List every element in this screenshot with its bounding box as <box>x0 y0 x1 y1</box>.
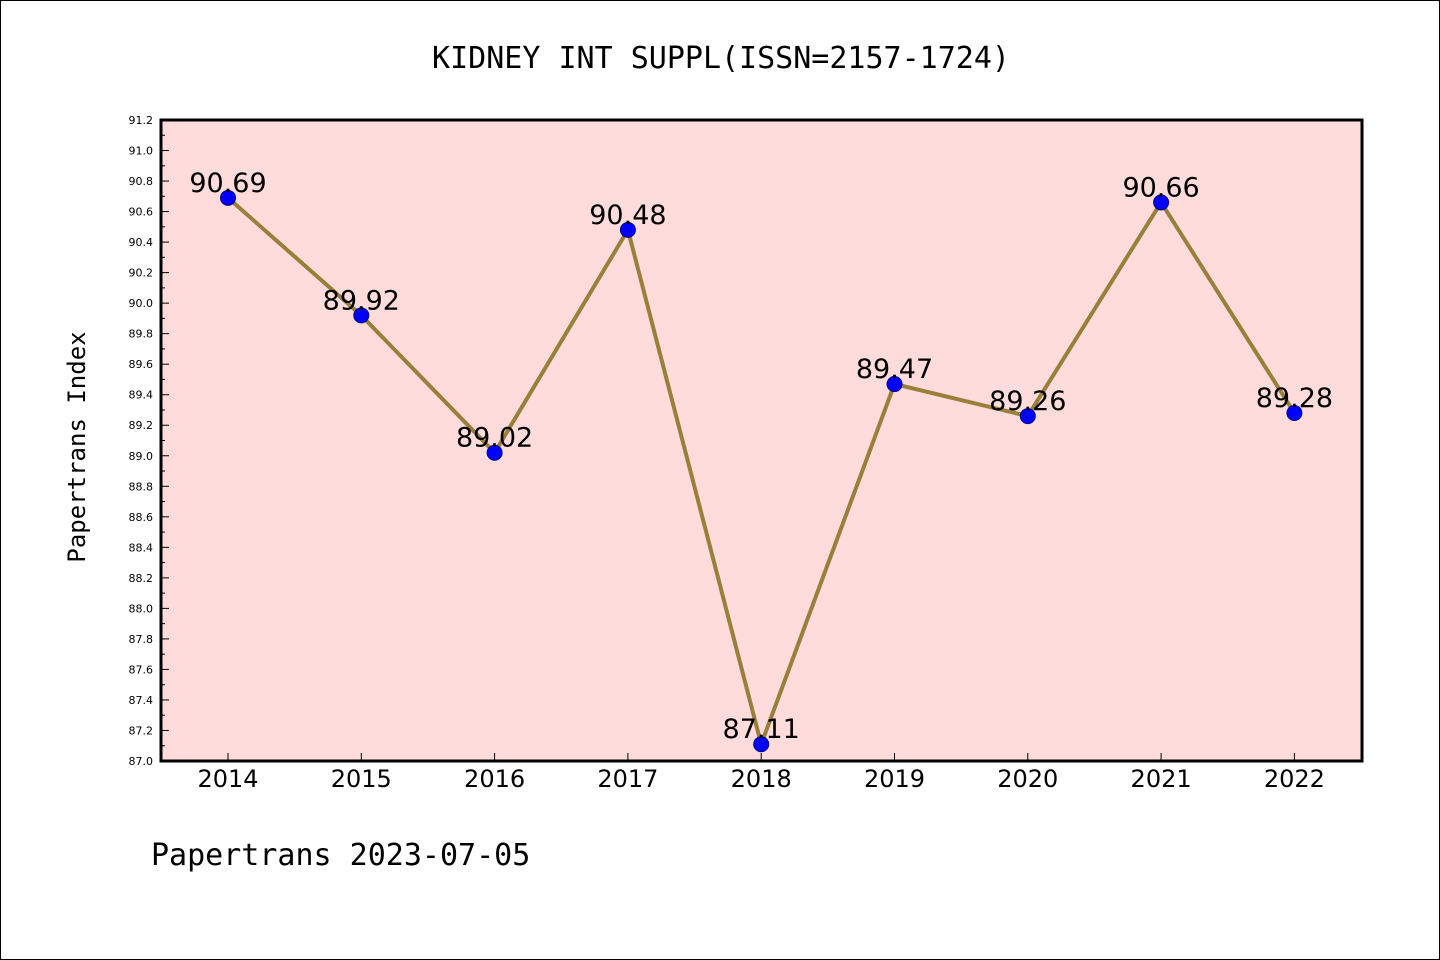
y-tick-label: 88.6 <box>129 511 154 524</box>
data-point <box>486 444 503 461</box>
data-label: 89.26 <box>989 386 1066 417</box>
x-axis: 2014 2015 2016 2017 2018 2019 2020 2021 2022 <box>197 753 1325 793</box>
y-tick-label: 90.6 <box>129 206 154 219</box>
data-label: 89.02 <box>456 423 533 454</box>
data-label: 90.66 <box>1122 172 1199 203</box>
y-tick-label: 88.8 <box>129 480 154 493</box>
data-label: 89.92 <box>323 285 400 316</box>
y-tick-label: 91.2 <box>129 114 154 127</box>
data-point <box>619 221 636 238</box>
y-tick-label: 90.2 <box>129 267 154 280</box>
x-tick-label: 2021 <box>1131 765 1192 793</box>
y-tick-label: 87.4 <box>129 694 154 707</box>
y-tick-label: 89.0 <box>129 450 154 463</box>
y-tick-label: 87.0 <box>129 755 154 768</box>
data-label: 90.69 <box>189 168 266 199</box>
data-point <box>1153 194 1170 211</box>
x-tick-label: 2018 <box>731 765 792 793</box>
data-labels: 90.69 89.92 89.02 90.48 87.11 89.47 89.26 90.66… <box>189 168 1333 745</box>
data-point <box>220 189 236 206</box>
x-tick-label: 2017 <box>597 765 658 793</box>
chart-title: KIDNEY INT SUPPL(ISSN=2157-1724) <box>432 41 1010 76</box>
x-tick-label: 2020 <box>997 765 1058 793</box>
y-tick-label: 90.4 <box>129 236 154 249</box>
x-tick-label: 2019 <box>864 765 925 793</box>
footer-date: Papertrans 2023-07-05 <box>151 838 530 873</box>
data-point <box>1019 408 1036 425</box>
x-tick-label: 2022 <box>1264 765 1325 793</box>
y-axis-label: Papertrans Index <box>63 331 91 562</box>
y-tick-label: 88.4 <box>129 541 154 554</box>
data-point <box>1286 405 1303 422</box>
data-label: 87.11 <box>723 714 800 745</box>
y-tick-label: 87.8 <box>129 633 154 646</box>
y-tick-label: 89.8 <box>129 328 154 341</box>
y-axis: 87.0 87.2 87.4 87.6 87.8 88.0 88.2 88.4 88.6 88.8… <box>129 114 169 768</box>
y-tick-label: 88.0 <box>129 602 154 615</box>
data-point <box>753 736 770 753</box>
plot-frame <box>159 118 1364 763</box>
y-tick-label: 89.6 <box>129 358 154 371</box>
y-tick-label: 91.0 <box>129 145 154 158</box>
y-tick-label: 87.6 <box>129 663 154 676</box>
data-point <box>353 307 370 324</box>
plot-area <box>161 120 1362 761</box>
x-tick-label: 2014 <box>197 765 258 793</box>
data-label: 90.48 <box>589 200 666 231</box>
y-tick-label: 89.4 <box>129 389 154 402</box>
x-tick-label: 2015 <box>331 765 392 793</box>
data-point <box>886 376 903 393</box>
data-label: 89.28 <box>1256 383 1333 414</box>
y-tick-label: 90.8 <box>129 175 154 188</box>
series-markers <box>220 189 1303 753</box>
x-tick-label: 2016 <box>464 765 525 793</box>
y-tick-label: 88.2 <box>129 572 154 585</box>
data-label: 89.47 <box>856 354 933 385</box>
y-tick-label: 90.0 <box>129 297 154 310</box>
y-tick-label: 89.2 <box>129 419 154 432</box>
y-tick-label: 87.2 <box>129 724 154 737</box>
